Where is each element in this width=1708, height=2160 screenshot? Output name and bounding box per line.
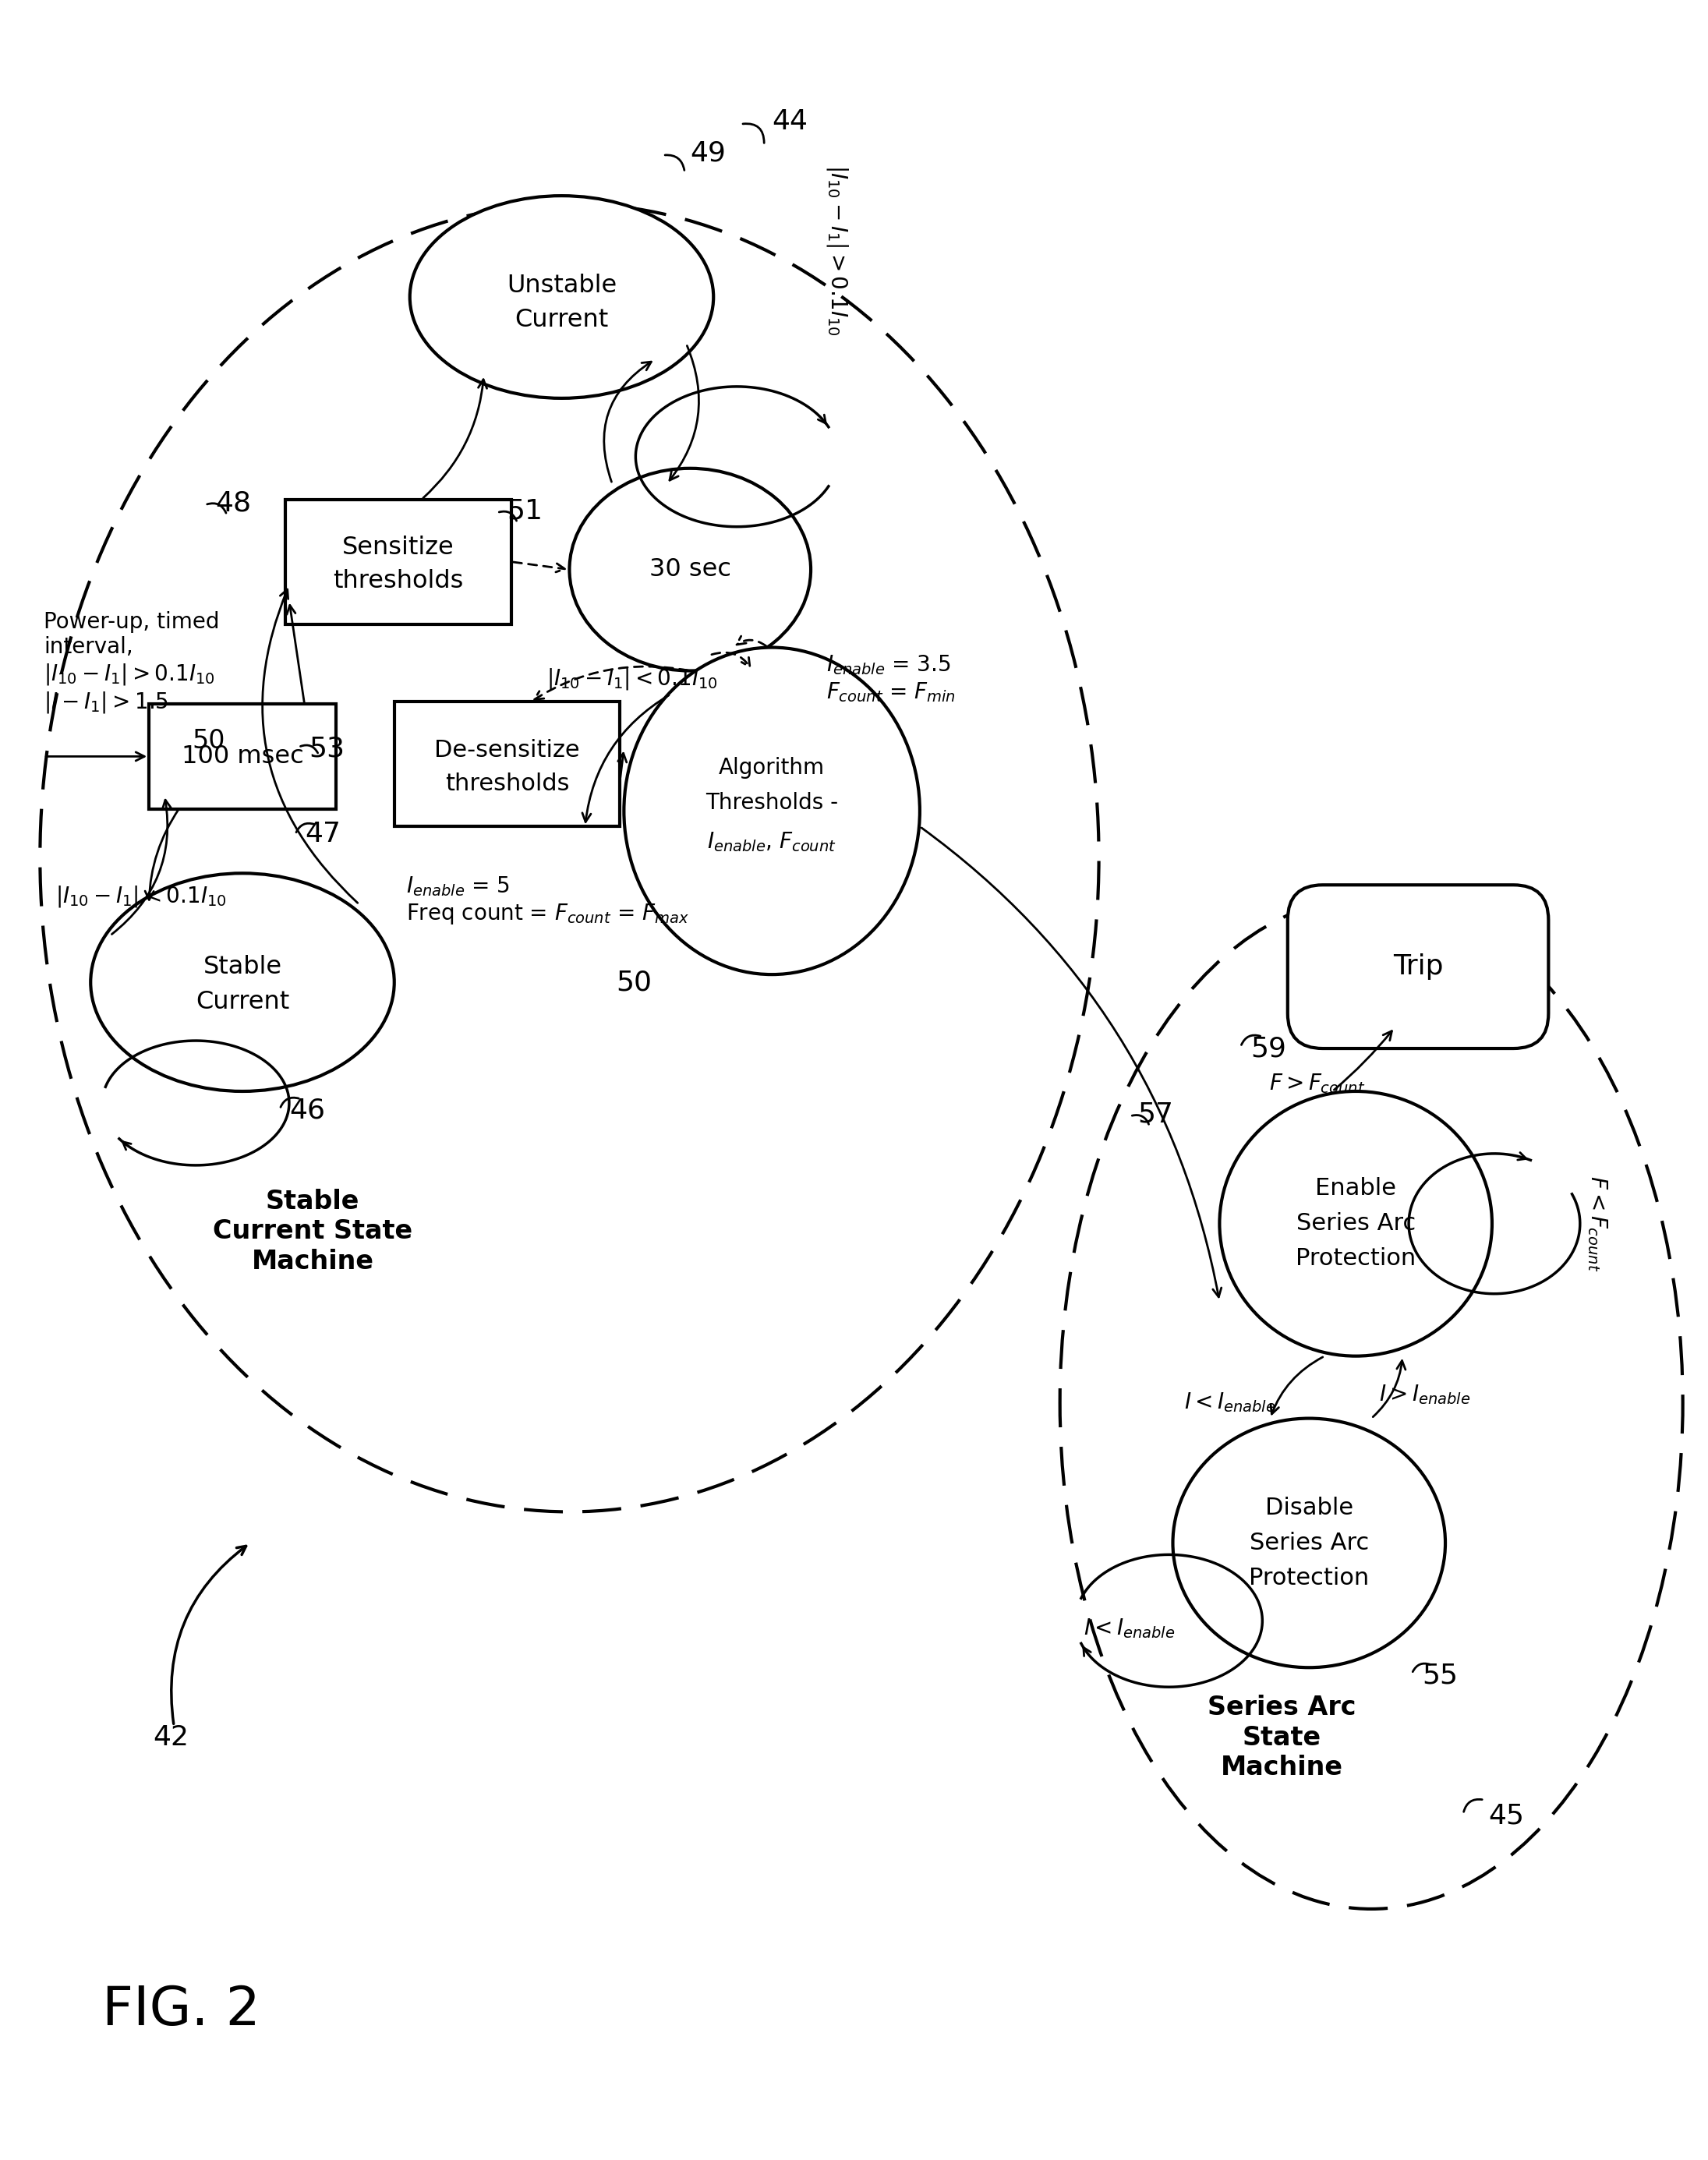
Text: 42: 42 (154, 1724, 190, 1752)
Text: 30 sec: 30 sec (649, 557, 731, 581)
Text: Disable: Disable (1266, 1497, 1353, 1518)
Ellipse shape (623, 648, 921, 974)
Text: Stable
Current State
Machine: Stable Current State Machine (214, 1188, 412, 1274)
Text: Enable: Enable (1315, 1177, 1397, 1201)
Text: $I < I_{enable}$: $I < I_{enable}$ (1185, 1391, 1276, 1415)
Text: $I_{enable}$ = 3.5
$F_{count}$ = $F_{min}$: $I_{enable}$ = 3.5 $F_{count}$ = $F_{min… (827, 654, 955, 704)
Text: Trip: Trip (1394, 953, 1443, 981)
Text: Series Arc: Series Arc (1296, 1212, 1416, 1236)
Text: Protection: Protection (1296, 1248, 1416, 1270)
Ellipse shape (1173, 1419, 1445, 1668)
Text: FIG. 2: FIG. 2 (102, 1985, 260, 2037)
Text: thresholds: thresholds (446, 773, 569, 795)
Text: Stable: Stable (203, 955, 282, 978)
Text: 48: 48 (215, 490, 251, 516)
Text: Thresholds -: Thresholds - (705, 793, 839, 814)
Text: $F < F_{count}$: $F < F_{count}$ (1585, 1175, 1609, 1272)
Text: Current: Current (196, 989, 289, 1013)
Text: $|I_{10} - I_1| > 0.1I_{10}$: $|I_{10} - I_1| > 0.1I_{10}$ (825, 164, 851, 335)
Text: $F > F_{count}$: $F > F_{count}$ (1269, 1071, 1365, 1095)
Text: 53: 53 (309, 734, 345, 762)
Text: De-sensitize: De-sensitize (434, 739, 581, 762)
Text: $I_{enable}$, $F_{count}$: $I_{enable}$, $F_{count}$ (707, 829, 837, 853)
Text: 45: 45 (1488, 1801, 1524, 1830)
FancyBboxPatch shape (1288, 886, 1549, 1048)
Text: $I_{enable}$ = 5
Freq count = $F_{count}$ = $F_{max}$: $I_{enable}$ = 5 Freq count = $F_{count}… (407, 875, 688, 927)
Text: $I < I_{enable}$: $I < I_{enable}$ (1083, 1618, 1175, 1639)
FancyBboxPatch shape (149, 704, 336, 810)
Text: 44: 44 (772, 108, 808, 136)
Text: $|I_{10} - I_1| < 0.1I_{10}$: $|I_{10} - I_1| < 0.1I_{10}$ (56, 883, 227, 909)
Text: Algorithm: Algorithm (719, 758, 825, 780)
Text: Unstable: Unstable (507, 272, 617, 298)
Text: 50: 50 (617, 970, 652, 996)
Text: 57: 57 (1138, 1102, 1173, 1128)
Text: Series Arc: Series Arc (1249, 1531, 1368, 1555)
Text: Current: Current (514, 309, 608, 333)
Text: 59: 59 (1250, 1035, 1286, 1063)
Ellipse shape (569, 469, 811, 672)
Text: 49: 49 (690, 140, 726, 166)
Text: Series Arc
State
Machine: Series Arc State Machine (1208, 1696, 1356, 1780)
Text: 46: 46 (289, 1097, 325, 1123)
Ellipse shape (91, 873, 395, 1091)
Text: 51: 51 (507, 499, 543, 525)
Text: $I > I_{enable}$: $I > I_{enable}$ (1378, 1382, 1471, 1406)
Text: Power-up, timed
interval,
$|I_{10} - I_1| > 0.1I_{10}$
$|I - I_1| > 1.5$: Power-up, timed interval, $|I_{10} - I_1… (44, 611, 220, 715)
FancyBboxPatch shape (285, 499, 511, 624)
Text: thresholds: thresholds (333, 568, 463, 594)
Text: 100 msec: 100 msec (181, 745, 304, 769)
FancyBboxPatch shape (395, 702, 620, 827)
Ellipse shape (410, 197, 714, 397)
Text: Protection: Protection (1249, 1566, 1370, 1590)
Text: 55: 55 (1423, 1661, 1459, 1689)
Text: 47: 47 (304, 821, 340, 847)
Ellipse shape (1220, 1091, 1493, 1356)
Text: $|I_{10} - I_1| < 0.1I_{10}$: $|I_{10} - I_1| < 0.1I_{10}$ (547, 665, 717, 691)
Text: Sensitize: Sensitize (342, 536, 454, 559)
Text: 50: 50 (191, 728, 225, 754)
